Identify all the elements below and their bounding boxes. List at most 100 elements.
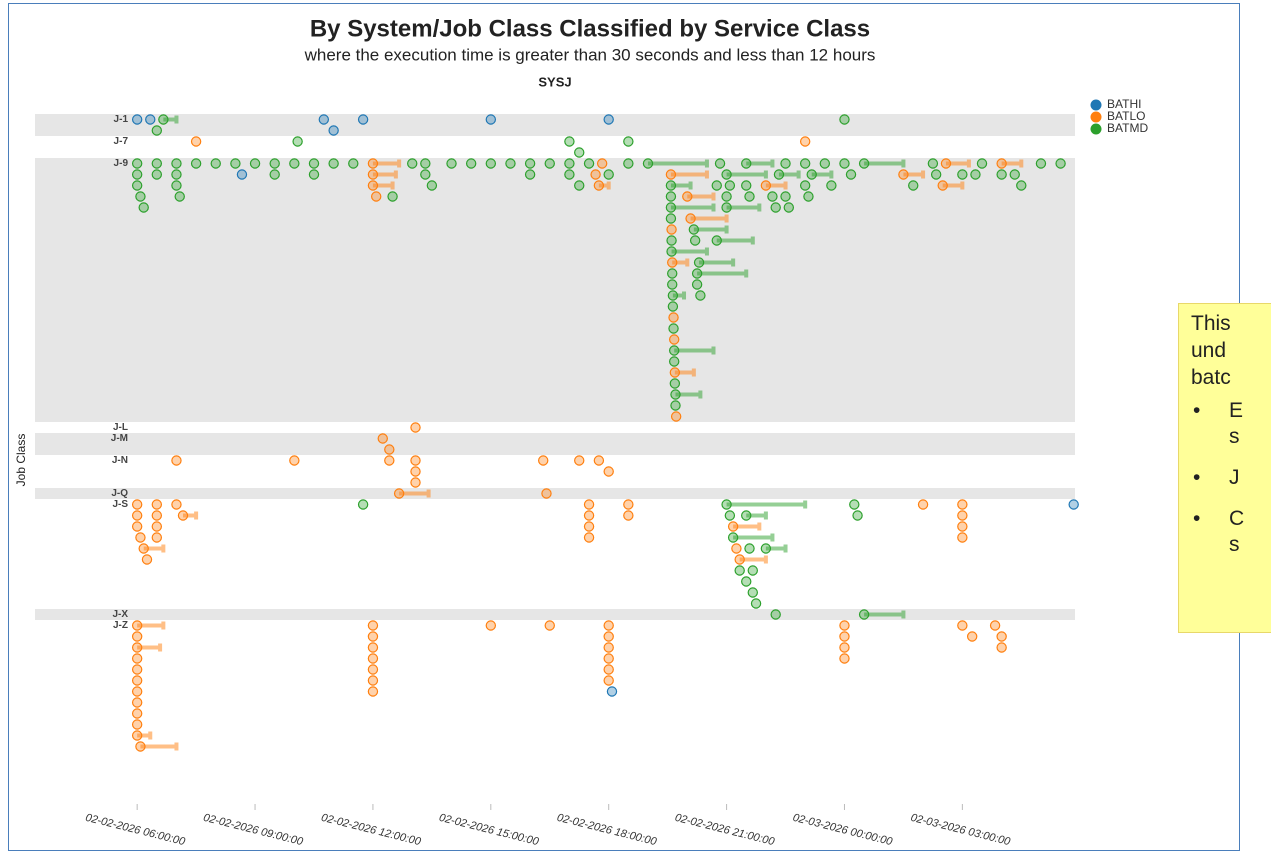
job-point: [957, 620, 968, 631]
duration-bar: [143, 544, 166, 553]
job-point: [727, 521, 739, 532]
row-label: J-1: [114, 114, 129, 125]
job-point: [747, 587, 758, 598]
callout-line: This: [1191, 312, 1231, 335]
job-point: [583, 510, 595, 521]
job-point: [940, 158, 952, 169]
job-point: [131, 521, 143, 532]
job-point: [583, 158, 595, 169]
job-point: [131, 499, 143, 510]
job-point: [485, 114, 497, 125]
job-point: [269, 169, 280, 180]
job-point: [623, 158, 634, 169]
job-point: [852, 510, 863, 521]
job-point: [603, 169, 614, 180]
job-point: [760, 543, 772, 554]
job-point: [799, 180, 811, 191]
row-band: [35, 488, 1075, 499]
legend-label: BATLO: [1107, 109, 1145, 123]
job-point: [131, 169, 143, 180]
job-point: [574, 180, 585, 191]
duration-bar: [942, 181, 965, 190]
duration-bar: [778, 170, 801, 179]
job-point: [131, 664, 143, 675]
job-point: [289, 158, 300, 169]
job-point: [770, 609, 781, 620]
legend-marker: [1090, 111, 1102, 123]
job-point: [908, 180, 919, 191]
job-point: [131, 697, 143, 708]
duration-bar: [716, 236, 755, 245]
row-label: J-X: [112, 609, 128, 620]
job-point: [138, 202, 149, 213]
duration-bar: [945, 159, 971, 168]
job-point: [367, 158, 379, 169]
job-point: [858, 158, 870, 169]
job-point: [799, 158, 811, 169]
bullet-text: C: [1229, 507, 1245, 530]
job-point: [171, 455, 182, 466]
job-point: [357, 114, 369, 125]
job-point: [711, 180, 722, 191]
job-point: [135, 191, 146, 202]
job-point: [693, 257, 705, 268]
duration-bar: [670, 203, 716, 212]
job-point: [996, 158, 1007, 169]
job-point: [131, 620, 143, 631]
job-point: [957, 510, 968, 521]
job-point: [731, 543, 742, 554]
job-point: [541, 488, 552, 499]
duration-bar: [1001, 159, 1024, 168]
job-point: [131, 642, 143, 653]
job-point: [937, 180, 948, 191]
job-point: [695, 290, 706, 301]
job-point: [564, 169, 575, 180]
job-point: [826, 180, 837, 191]
job-point: [269, 158, 280, 169]
job-point: [190, 158, 202, 169]
job-point: [131, 719, 143, 730]
panel-title: SYSJ: [538, 74, 571, 89]
job-point: [670, 411, 682, 422]
job-point: [367, 675, 379, 686]
legend-label: BATHI: [1107, 97, 1141, 111]
row-label: J-L: [113, 422, 128, 433]
job-point: [642, 158, 654, 169]
job-point: [407, 158, 418, 169]
job-point: [976, 158, 988, 169]
duration-bar: [693, 225, 729, 234]
bullet-dot: •: [1193, 399, 1201, 422]
job-point: [665, 191, 677, 202]
job-point: [593, 455, 605, 466]
job-point: [750, 598, 762, 609]
x-tick-label: 02-03-2026 03:00:00: [909, 812, 1012, 849]
duration-bar: [674, 368, 696, 377]
job-point: [839, 653, 850, 664]
job-point: [668, 323, 679, 334]
job-point: [623, 499, 634, 510]
job-point: [446, 158, 457, 169]
job-point: [665, 213, 677, 224]
row-label: J-Z: [113, 620, 128, 631]
job-point: [583, 532, 595, 543]
job-point: [734, 565, 745, 576]
job-point: [957, 532, 968, 543]
job-point: [689, 235, 701, 246]
job-point: [839, 642, 850, 653]
job-point: [773, 169, 785, 180]
job-point: [564, 158, 575, 169]
job-point: [410, 455, 421, 466]
job-point: [574, 147, 585, 158]
job-point: [1009, 169, 1020, 180]
chart-title: By System/Job Class Classified by Servic…: [310, 15, 870, 42]
job-point: [420, 158, 431, 169]
job-point: [669, 378, 681, 389]
job-point: [603, 114, 614, 125]
callout-line: und: [1191, 339, 1227, 362]
duration-bar: [726, 500, 808, 509]
job-point: [667, 279, 678, 290]
job-point: [966, 631, 978, 642]
job-point: [623, 136, 634, 147]
job-point: [367, 653, 379, 664]
job-point: [387, 191, 398, 202]
